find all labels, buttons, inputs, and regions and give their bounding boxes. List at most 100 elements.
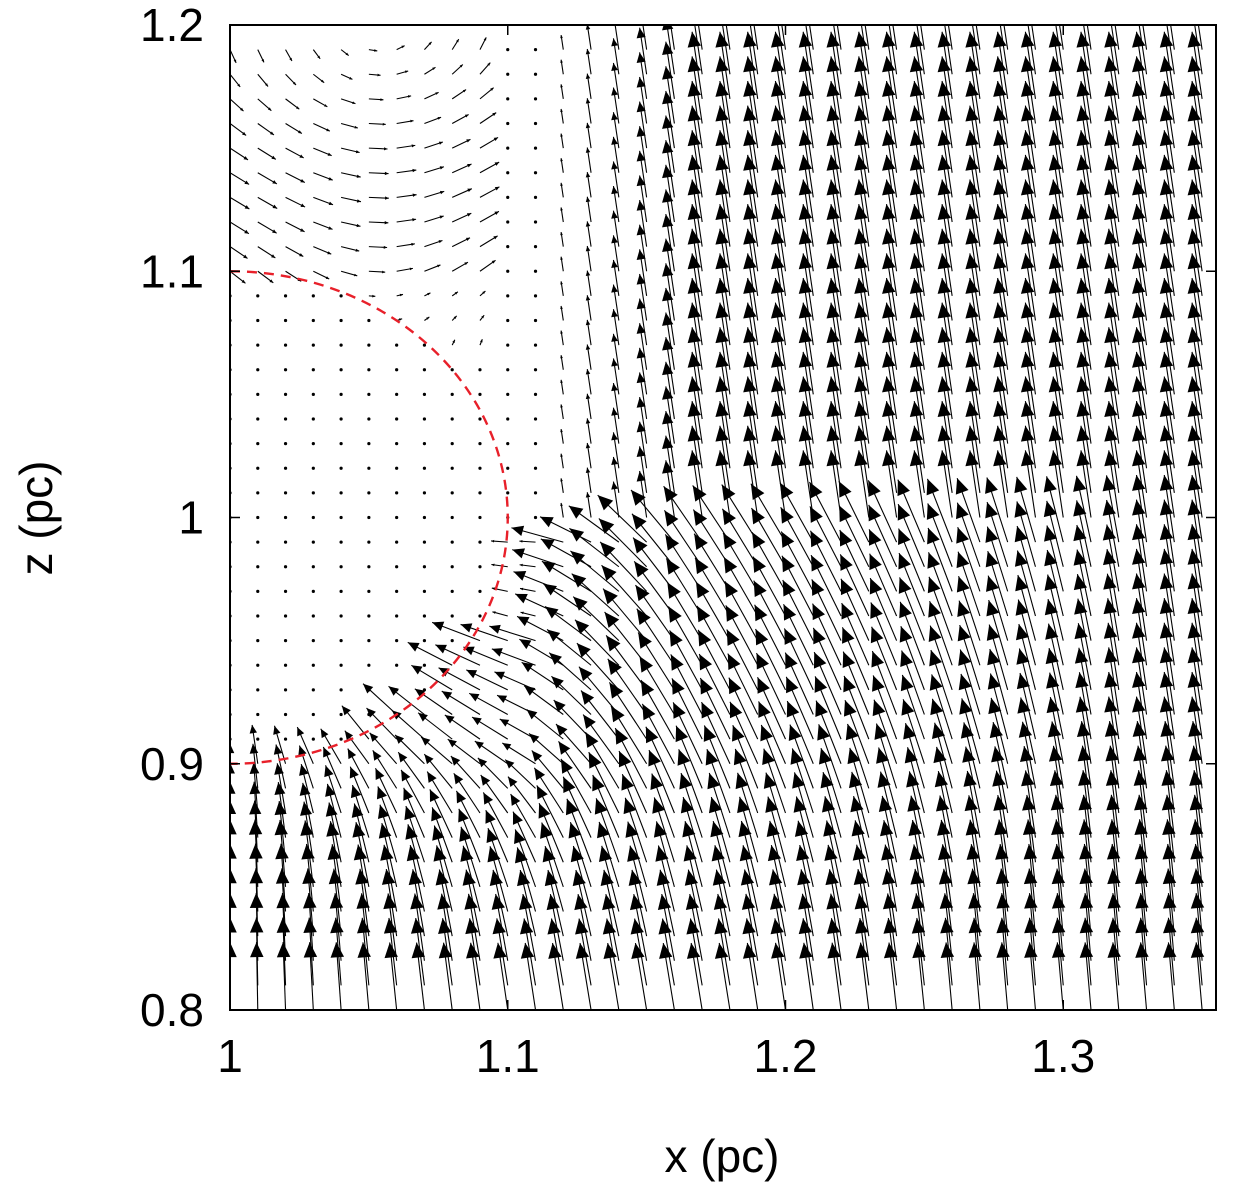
vector-arrow <box>411 664 453 691</box>
vector-arrow <box>478 614 482 618</box>
vector-arrow <box>410 917 425 986</box>
vector-arrow <box>753 580 786 641</box>
vector-arrow <box>692 485 731 543</box>
vector-arrow <box>679 772 703 838</box>
vector-arrow <box>257 98 272 112</box>
vector-arrow <box>300 820 314 887</box>
vector-arrow <box>339 368 343 372</box>
vector-arrow <box>724 580 759 641</box>
vector-arrow <box>367 663 371 667</box>
vector-arrow <box>256 294 260 298</box>
vector-arrow <box>667 606 703 666</box>
vector-arrow <box>808 481 842 543</box>
vector-arrow <box>451 291 459 297</box>
vector-arrow <box>560 108 564 124</box>
vector-arrow <box>656 869 675 937</box>
vector-arrow <box>451 64 464 75</box>
vector-arrow <box>1133 770 1148 838</box>
vector-arrow <box>395 466 399 470</box>
vector-arrow <box>450 515 454 520</box>
vector-arrow <box>424 166 445 174</box>
vector-arrow <box>368 270 386 274</box>
vector-arrow <box>947 25 953 50</box>
vector-arrow <box>311 589 315 593</box>
vector-arrow <box>230 781 236 838</box>
vector-arrow <box>230 73 241 88</box>
vector-arrow <box>368 98 384 101</box>
vector-arrow <box>422 442 427 446</box>
vector-arrow <box>340 172 361 178</box>
vector-arrow <box>642 25 648 50</box>
vector-arrow <box>636 76 648 124</box>
vector-arrow <box>422 417 427 421</box>
vector-arrow <box>686 942 703 1010</box>
vector-arrow <box>450 639 454 643</box>
x-tick-label: 1.1 <box>476 1030 540 1082</box>
vector-arrow <box>396 119 414 125</box>
vector-arrow <box>311 639 315 643</box>
vector-arrow <box>645 726 675 789</box>
vector-arrow <box>533 195 538 199</box>
vector-arrow <box>560 478 564 493</box>
vector-arrow <box>714 942 731 1010</box>
vector-arrow <box>1105 745 1120 814</box>
vector-arrow <box>780 531 814 592</box>
vector-arrow <box>849 771 870 838</box>
vector-arrow <box>636 347 648 395</box>
vector-arrow <box>585 122 592 149</box>
y-tick-label: 1.2 <box>140 0 204 51</box>
vector-arrow <box>426 771 453 814</box>
vector-arrow <box>383 893 398 961</box>
vector-arrow <box>809 530 842 592</box>
vector-arrow <box>738 820 759 888</box>
vector-arrow <box>585 369 592 395</box>
vector-arrow <box>594 798 620 863</box>
vector-arrow <box>850 795 870 863</box>
vector-arrow <box>1073 549 1092 617</box>
vector-arrow <box>845 723 870 789</box>
vector-arrow <box>1133 745 1148 814</box>
vector-arrow <box>1022 819 1037 887</box>
vector-arrow <box>1031 25 1037 50</box>
vector-arrow <box>506 417 510 421</box>
vector-arrow <box>930 698 953 764</box>
vector-arrow <box>912 942 926 1010</box>
vector-arrow <box>395 540 399 544</box>
vector-arrow <box>841 627 870 691</box>
vector-arrow <box>451 138 471 149</box>
vector-arrow <box>560 355 564 370</box>
vector-arrow <box>542 845 564 912</box>
vector-arrow <box>424 66 436 75</box>
vector-arrow <box>710 820 731 888</box>
vector-arrow <box>1044 574 1064 641</box>
vector-arrow <box>995 843 1009 912</box>
vector-arrow <box>356 893 370 961</box>
vector-arrow <box>396 193 417 198</box>
vector-arrow <box>663 485 703 543</box>
vector-arrow <box>285 49 293 62</box>
vector-arrow <box>478 515 482 520</box>
vector-arrow <box>636 608 675 666</box>
vector-arrow <box>751 531 786 592</box>
vector-arrow <box>578 666 620 715</box>
vector-arrow <box>985 477 1009 543</box>
vector-arrow <box>256 515 260 520</box>
vector-arrow <box>585 48 592 75</box>
vector-arrow <box>560 404 564 420</box>
vector-arrow <box>477 757 509 789</box>
vector-arrow <box>300 801 314 863</box>
vector-arrow <box>447 738 481 765</box>
vector-arrow <box>1074 598 1092 666</box>
vector-arrow <box>1051 843 1065 912</box>
vector-arrow <box>628 869 648 937</box>
vector-arrow <box>283 318 288 323</box>
vector-arrow <box>450 442 454 446</box>
vector-arrow <box>1051 819 1065 887</box>
vector-arrow <box>301 843 315 912</box>
vector-arrow <box>257 270 274 284</box>
vector-arrow <box>1073 573 1092 641</box>
vector-arrow <box>256 417 260 421</box>
vector-arrow <box>502 742 536 765</box>
vector-arrow <box>1107 917 1121 986</box>
vector-arrow <box>422 368 427 372</box>
